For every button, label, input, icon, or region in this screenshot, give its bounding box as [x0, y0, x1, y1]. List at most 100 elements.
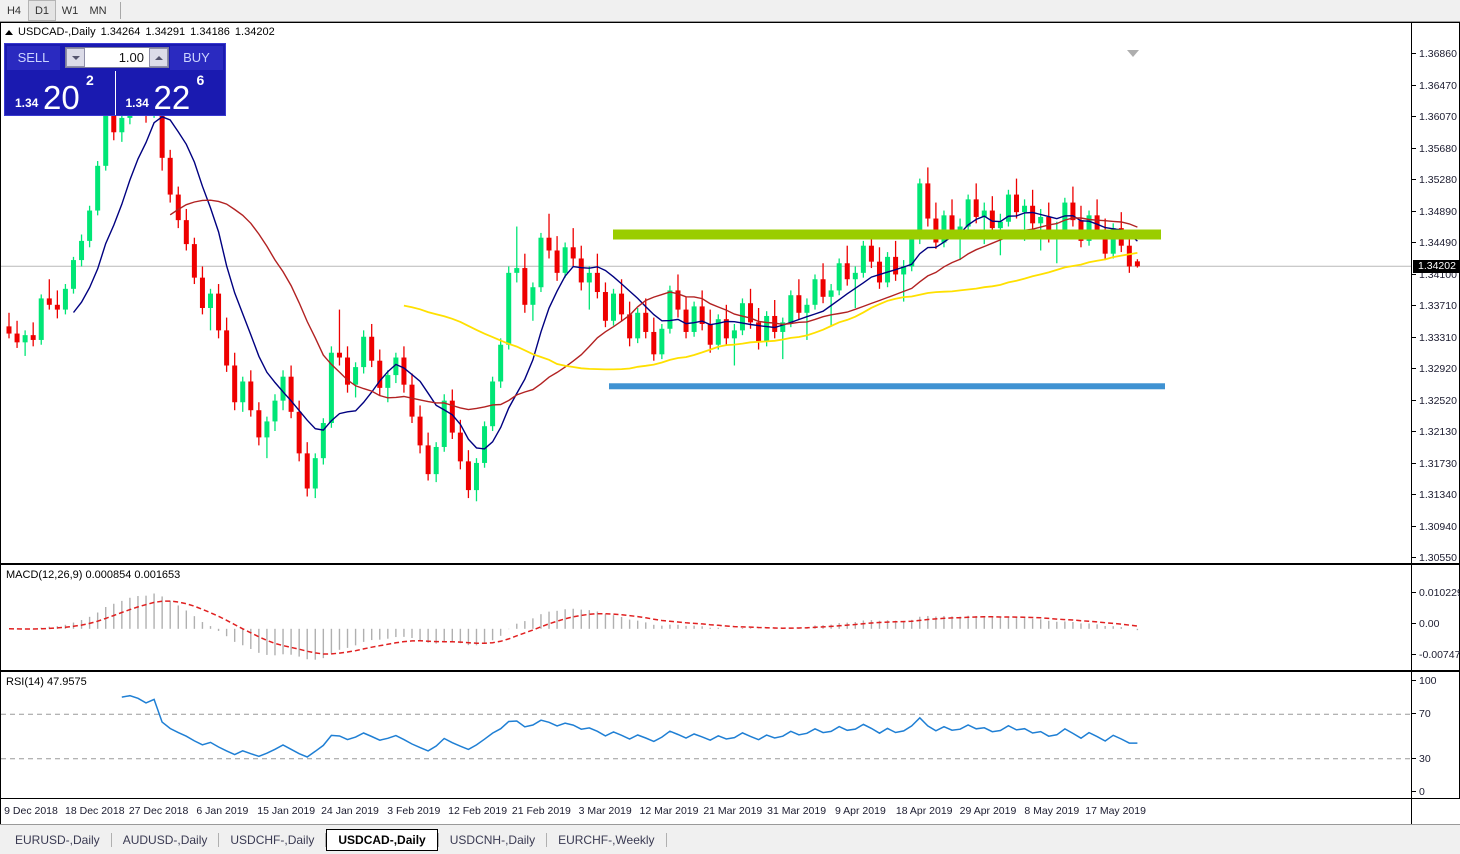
- ohlc-low: 1.34186: [190, 26, 230, 38]
- rsi-tick: 70: [1412, 708, 1460, 720]
- date-tick: 21 Feb 2019: [511, 805, 571, 817]
- symbol-tab[interactable]: USDCNH-,Daily: [449, 832, 536, 847]
- rsi-tick: 30: [1412, 753, 1460, 765]
- rsi-plot: [1, 672, 1411, 798]
- symbol-tab[interactable]: EURUSD-,Daily: [15, 832, 100, 847]
- sell-price-main: 20: [43, 79, 80, 116]
- rsi-scale: 100 70 30 0: [1412, 671, 1460, 799]
- date-tick: 15 Jan 2019: [257, 805, 316, 817]
- price-tick: 1.31730: [1412, 458, 1460, 470]
- volume-increment-button[interactable]: [149, 48, 168, 67]
- macd-plot: [1, 565, 1411, 670]
- tab-divider: [218, 832, 220, 847]
- ohlc-high: 1.34291: [145, 26, 186, 38]
- chart-symbol-label: USDCAD-,Daily: [18, 26, 96, 38]
- price-pane[interactable]: USDCAD-,Daily 1.34264 1.34291 1.34186 1.…: [0, 23, 1412, 564]
- price-tick: 1.32130: [1412, 426, 1460, 438]
- date-tick: 9 Apr 2019: [834, 805, 886, 817]
- timeframe-h4[interactable]: H4: [6, 4, 22, 17]
- date-tick: 9 Dec 2018: [4, 805, 58, 817]
- timeframe-toolbar: H4 D1 W1 MN: [0, 0, 1460, 22]
- buy-price-fraction: 6: [196, 72, 205, 88]
- tab-divider: [546, 832, 548, 847]
- ohlc-close: 1.34202: [234, 26, 275, 38]
- caret-up-icon: [154, 55, 163, 60]
- buy-button[interactable]: BUY: [170, 45, 223, 70]
- macd-scale: 0.010229 0.00 -0.007477: [1412, 564, 1460, 671]
- price-tick: 1.33310: [1412, 332, 1460, 344]
- price-tick: 1.30550: [1412, 552, 1460, 564]
- price-scale[interactable]: 1.36860 1.36470 1.36070 1.35680 1.35280 1.348…: [1412, 23, 1460, 564]
- date-tick: 12 Mar 2019: [639, 805, 699, 817]
- buy-price-block[interactable]: 1.34 22 6: [116, 71, 226, 116]
- date-tick: 27 Dec 2018: [128, 805, 189, 817]
- chart-ohlc-header: USDCAD-,Daily 1.34264 1.34291 1.34186 1.…: [5, 26, 275, 38]
- price-tick: 1.30940: [1412, 521, 1460, 533]
- tab-divider: [110, 832, 112, 847]
- price-tick: 1.32920: [1412, 363, 1460, 375]
- price-tick: 1.35680: [1412, 143, 1460, 155]
- buy-price-main: 22: [153, 79, 191, 116]
- price-tick: 1.35280: [1412, 174, 1460, 186]
- timeframe-d1[interactable]: D1: [28, 0, 56, 21]
- price-tick: 1.32520: [1412, 395, 1460, 407]
- date-tick: 3 Feb 2019: [387, 805, 441, 817]
- timeframe-w1[interactable]: W1: [61, 4, 79, 17]
- toolbar-divider: [120, 2, 121, 19]
- macd-pane[interactable]: MACD(12,26,9) 0.000854 0.001653: [0, 564, 1412, 671]
- date-tick: 29 Apr 2019: [959, 805, 1017, 817]
- macd-tick: -0.007477: [1412, 649, 1460, 661]
- date-tick: 31 Mar 2019: [767, 805, 827, 817]
- price-tick: 1.31340: [1412, 489, 1460, 501]
- tab-divider: [437, 832, 439, 847]
- price-plot: [1, 23, 1411, 563]
- price-chart-svg: [1, 54, 1411, 502]
- date-axis[interactable]: 9 Dec 2018 18 Dec 2018 27 Dec 2018 6 Jan 20…: [0, 799, 1412, 825]
- trade-panel-prices: 1.34 20 2 1.34 22 6: [5, 71, 226, 116]
- price-tick: 1.36470: [1412, 80, 1460, 92]
- price-tick: 1.34890: [1412, 206, 1460, 218]
- symbol-tab[interactable]: USDCHF-,Daily: [230, 832, 315, 847]
- sell-price-prefix: 1.34: [15, 96, 39, 110]
- symbol-tab-active[interactable]: USDCAD-,Daily: [326, 828, 438, 851]
- date-tick: 18 Dec 2018: [65, 805, 125, 817]
- sell-price-fraction: 2: [86, 72, 94, 88]
- symbol-tab-bar: EURUSD-,Daily AUDUSD-,Daily USDCHF-,Daily U…: [0, 824, 1460, 854]
- date-tick: 6 Jan 2019: [196, 805, 249, 817]
- chart-area: USDCAD-,Daily 1.34264 1.34291 1.34186 1.…: [0, 22, 1460, 825]
- tab-divider: [665, 832, 667, 847]
- one-click-trading-panel[interactable]: SELL 1.00 BUY 1.34 20: [4, 43, 226, 116]
- date-tick: 21 Mar 2019: [703, 805, 763, 817]
- price-tick: 1.34490: [1412, 237, 1460, 249]
- sell-price-block[interactable]: 1.34 20 2: [5, 71, 116, 116]
- price-tick: 1.36860: [1412, 48, 1460, 60]
- date-tick: 12 Feb 2019: [448, 805, 508, 817]
- current-price-badge: 1.34202: [1413, 260, 1459, 274]
- macd-chart-svg: [8, 593, 1139, 660]
- scroll-position-marker-icon[interactable]: [1127, 50, 1139, 57]
- macd-tick: 0.00: [1412, 618, 1460, 630]
- rsi-label: RSI(14) 47.9575: [6, 676, 87, 688]
- volume-value[interactable]: 1.00: [118, 50, 144, 65]
- symbol-tab[interactable]: AUDUSD-,Daily: [122, 832, 208, 847]
- rsi-chart-svg: [1, 694, 1411, 760]
- macd-label: MACD(12,26,9) 0.000854 0.001653: [6, 569, 181, 581]
- volume-decrement-button[interactable]: [66, 48, 85, 67]
- tab-divider: [325, 832, 327, 847]
- date-tick: 17 May 2019: [1085, 805, 1146, 817]
- macd-tick: 0.010229: [1412, 587, 1460, 599]
- trade-panel-controls: SELL 1.00 BUY: [5, 44, 225, 71]
- triangle-up-icon: [5, 29, 13, 35]
- date-tick: 18 Apr 2019: [895, 805, 953, 817]
- date-tick: 24 Jan 2019: [321, 805, 379, 817]
- ohlc-open: 1.34264: [100, 26, 141, 38]
- caret-down-icon: [71, 55, 80, 60]
- sell-button[interactable]: SELL: [7, 45, 60, 70]
- symbol-tab[interactable]: EURCHF-,Weekly: [558, 832, 655, 847]
- rsi-tick: 100: [1412, 675, 1460, 687]
- timeframe-mn[interactable]: MN: [89, 4, 107, 17]
- rsi-pane[interactable]: RSI(14) 47.9575: [0, 671, 1412, 799]
- rsi-tick: 0: [1412, 786, 1460, 798]
- date-tick: 3 Mar 2019: [578, 805, 632, 817]
- volume-field[interactable]: 1.00: [65, 47, 169, 68]
